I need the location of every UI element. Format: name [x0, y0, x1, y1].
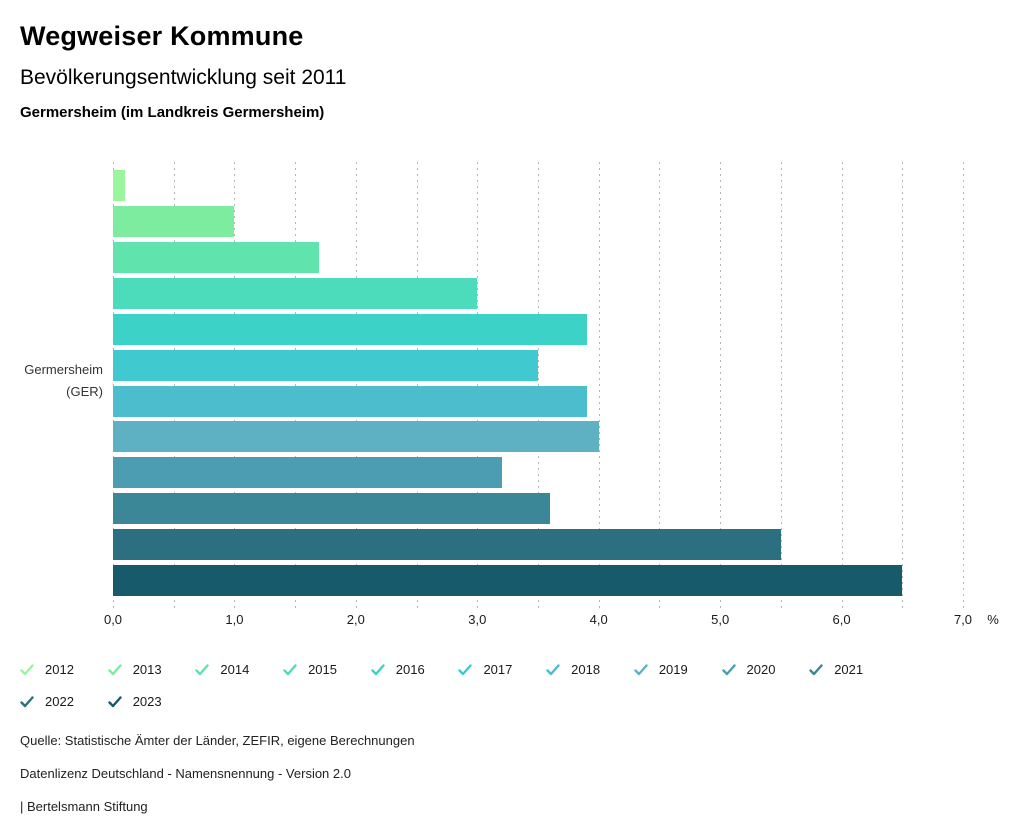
legend-item-label: 2023 [132, 694, 162, 709]
check-icon [546, 663, 560, 675]
check-icon [371, 663, 385, 675]
legend-item-2017[interactable]: 2017 [458, 661, 546, 678]
check-icon [20, 663, 34, 675]
bar-2015[interactable] [113, 277, 478, 309]
legend-item-2013[interactable]: 2013 [107, 661, 196, 678]
legend-item-label: 2017 [483, 662, 513, 677]
legend-item-2021[interactable]: 2021 [809, 661, 897, 678]
check-icon [634, 663, 648, 675]
bar-2019[interactable] [113, 421, 599, 453]
chart-header: Wegweiser Kommune Bevölkerungsentwicklun… [20, 20, 346, 122]
gridline [598, 162, 600, 610]
license-note: Datenlizenz Deutschland - Namensnennung … [20, 766, 351, 781]
bar-2013[interactable] [113, 205, 235, 237]
check-icon [458, 663, 473, 675]
page-title: Wegweiser Kommune [20, 21, 304, 51]
x-axis-unit-label: % [987, 612, 999, 627]
x-tick-label: 4,0 [589, 612, 608, 627]
chart-footer: Quelle: Statistische Ämter der Länder, Z… [20, 733, 415, 832]
legend-item-label: 2021 [834, 662, 864, 677]
x-tick-label: 3,0 [468, 612, 487, 627]
gridline [841, 162, 843, 610]
bar-2023[interactable] [113, 565, 903, 597]
legend-item-2023[interactable]: 2023 [107, 693, 196, 710]
gridline [659, 162, 661, 610]
gridline [963, 162, 964, 610]
gridline [902, 162, 904, 610]
legend-item-2020[interactable]: 2020 [721, 661, 810, 678]
legend: 2012 2013 2014 2015 2016 2017 2018 2019 2020 2021… [20, 661, 906, 710]
legend-item-label: 2016 [395, 662, 425, 677]
x-axis: 0,0 1,0 2,0 3,0 4,0 5,0 6,0 7,0% [104, 612, 999, 632]
check-icon [721, 663, 736, 675]
check-icon [283, 663, 297, 675]
x-tick-label: 0,0 [103, 612, 123, 627]
bar-2017[interactable] [113, 349, 538, 381]
x-tick-label: 2,0 [346, 612, 365, 627]
legend-item-2016[interactable]: 2016 [371, 661, 459, 678]
y-axis-label-line1: Germersheim [24, 362, 103, 377]
legend-item-2019[interactable]: 2019 [634, 661, 722, 678]
legend-item-label: 2018 [571, 662, 601, 677]
x-tick-label: 7,0 [953, 612, 973, 627]
legend-item-label: 2022 [45, 694, 74, 709]
bar-2014[interactable] [113, 241, 320, 273]
legend-item-2015[interactable]: 2015 [283, 661, 371, 678]
x-tick-label: 6,0 [832, 612, 851, 627]
legend-item-2012[interactable]: 2012 [20, 661, 108, 678]
source-note: Quelle: Statistische Ämter der Länder, Z… [20, 733, 415, 748]
legend-item-2018[interactable]: 2018 [546, 661, 634, 678]
y-axis-group-label: Germersheim (GER) [0, 359, 103, 403]
bar-2016[interactable] [113, 313, 587, 345]
plot-area [113, 162, 964, 610]
legend-item-label: 2014 [220, 662, 250, 677]
legend-item-2022[interactable]: 2022 [20, 693, 108, 710]
bar-2021[interactable] [113, 493, 551, 525]
gridline [780, 162, 782, 610]
legend-item-label: 2015 [308, 662, 337, 677]
check-icon [195, 663, 210, 675]
y-axis-label-line2: (GER) [66, 384, 103, 399]
bar-2012[interactable] [113, 170, 126, 201]
legend-item-label: 2012 [45, 662, 74, 677]
bar-2018[interactable] [113, 385, 587, 417]
legend-item-label: 2019 [658, 662, 688, 677]
bar-2022[interactable] [113, 529, 781, 561]
attribution-note: | Bertelsmann Stiftung [20, 799, 148, 814]
x-tick-label: 1,0 [225, 612, 244, 627]
check-icon [107, 663, 122, 675]
legend-item-label: 2013 [132, 662, 162, 677]
gridline [720, 162, 722, 610]
check-icon [809, 663, 823, 675]
chart-title: Bevölkerungsentwicklung seit 2011 [20, 66, 347, 89]
legend-item-label: 2020 [746, 662, 776, 677]
check-icon [20, 695, 34, 707]
chart-location-subtitle: Germersheim (im Landkreis Germersheim) [20, 104, 325, 121]
legend-item-2014[interactable]: 2014 [195, 661, 283, 678]
x-tick-label: 5,0 [711, 612, 730, 627]
bar-2020[interactable] [113, 457, 502, 489]
check-icon [107, 695, 122, 707]
